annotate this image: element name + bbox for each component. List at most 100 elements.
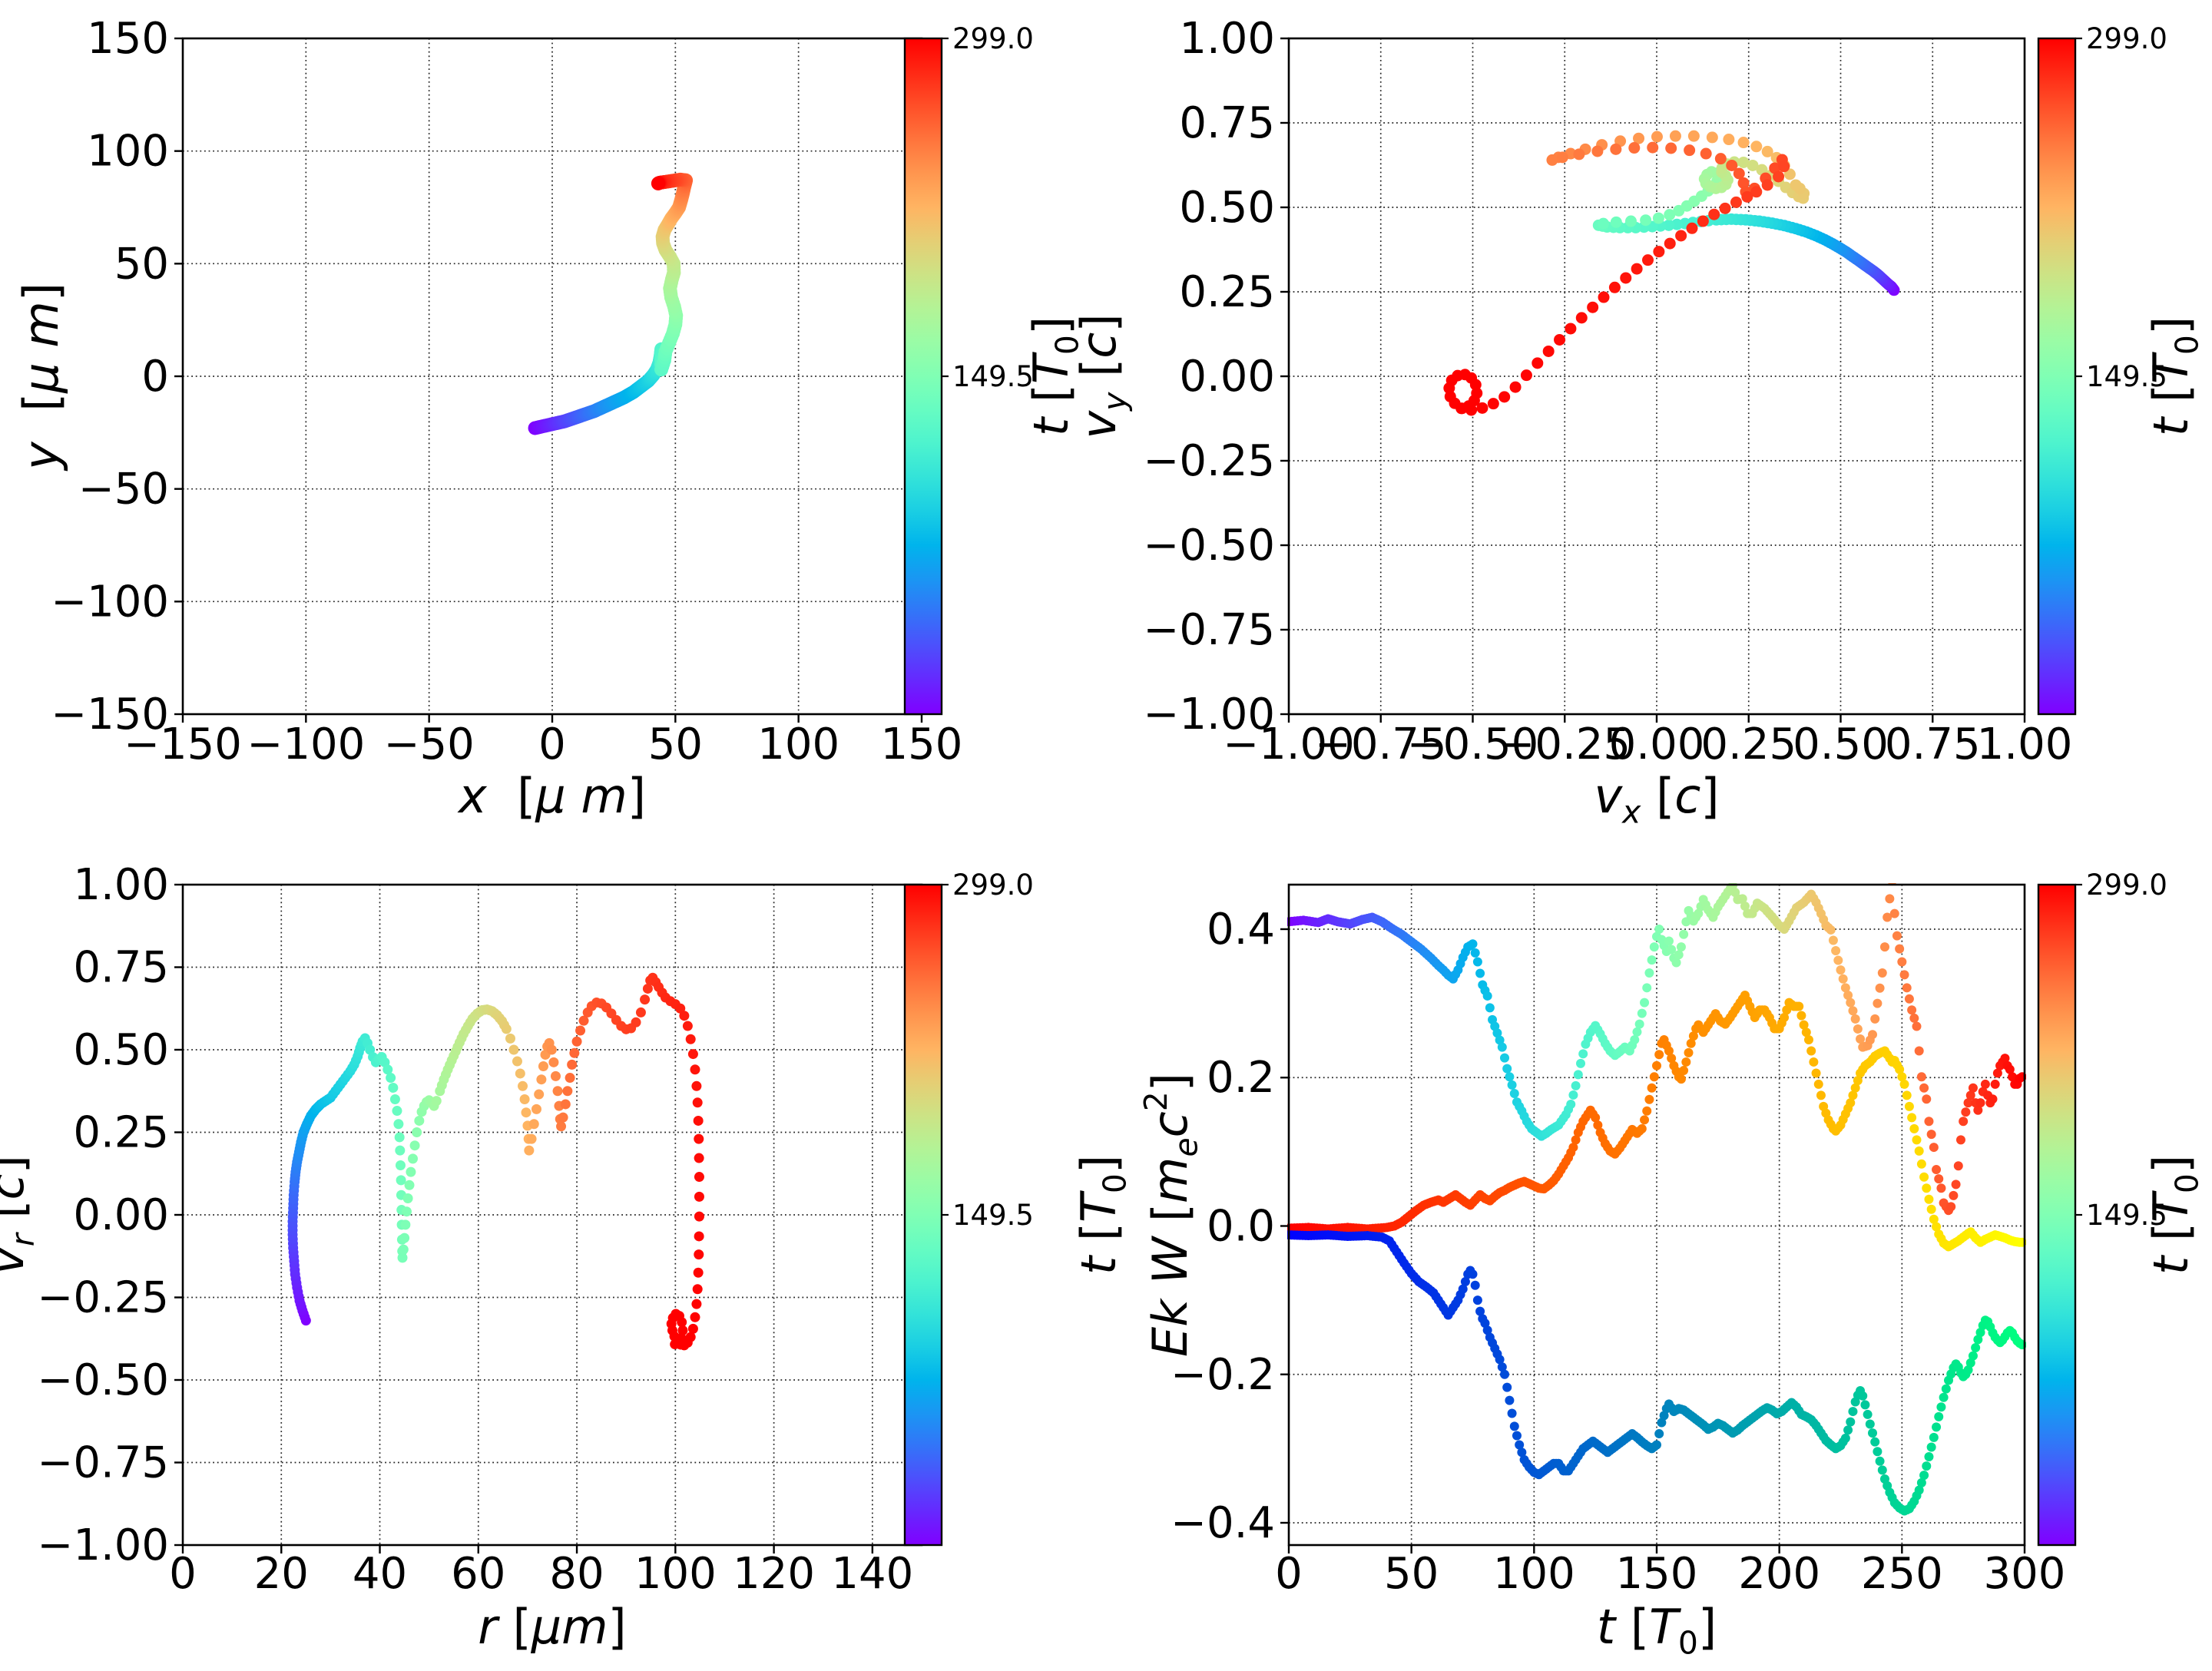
x-axis-ticks: 0 50 100 150 200 250 300: [1275, 1545, 2065, 1599]
y-tick-label: 1.00: [1179, 14, 1275, 64]
x-tick-label: 100: [1493, 1549, 1575, 1599]
y-tick-label: 0.50: [73, 1025, 169, 1075]
series-0-points: [1287, 883, 2026, 1216]
x-tick-label: 0.75: [1885, 720, 1981, 769]
x-tick-label: −0.75: [1315, 720, 1447, 769]
x-tick-label: −0.50: [1407, 720, 1539, 769]
x-tick-label: 0.50: [1793, 720, 1889, 769]
x-tick-label: 150: [881, 720, 963, 769]
y-axis-ticks: 0.4 0.2 0.0 −0.2 −0.4: [1171, 905, 1289, 1548]
x-axis-ticks: −150 −100 −50 0 50 100 150: [124, 714, 962, 769]
y-tick-label: 0.25: [73, 1108, 169, 1158]
colorbar-tick-label: 149.5: [952, 1199, 1034, 1232]
x-tick-label: 1.00: [1977, 720, 2073, 769]
scatter-series: [1443, 130, 1900, 416]
colorbar-tick-label: 149.5: [952, 360, 1034, 393]
y-axis-ticks: 150 100 50 0 −50 −100 −150: [51, 14, 183, 740]
x-tick-label: 20: [254, 1549, 309, 1599]
y-tick-label: −0.2: [1171, 1350, 1275, 1400]
y-tick-label: −150: [51, 690, 169, 740]
colorbar-tick-label: 299.0: [952, 22, 1034, 55]
y-tick-label: 50: [114, 239, 169, 289]
colorbar-tick-label: 299.0: [2086, 869, 2167, 902]
y-tick-label: 0.00: [73, 1190, 169, 1240]
y-tick-label: 0: [141, 352, 169, 402]
x-axis-label: x [μ m]: [457, 768, 646, 824]
y-tick-label: 0.75: [73, 943, 169, 993]
x-tick-label: 60: [451, 1549, 505, 1599]
x-axis-label: t [T0]: [1597, 1599, 1717, 1662]
x-tick-label: −1.00: [1223, 720, 1355, 769]
colorbar-tick-label: 299.0: [952, 869, 1034, 902]
colorbar-gradient: [905, 885, 942, 1545]
y-tick-label: 100: [87, 127, 169, 177]
x-tick-label: −50: [384, 720, 475, 769]
y-tick-label: −0.75: [37, 1438, 169, 1488]
panel-velocity-xy: −1.00−0.75−0.50−0.250.000.250.500.751.00…: [1071, 14, 2206, 831]
y-tick-label: −0.25: [1143, 436, 1275, 486]
colorbar-tick-label: 149.5: [2086, 1199, 2167, 1232]
y-tick-label: −0.50: [1143, 521, 1275, 571]
x-tick-label: 40: [353, 1549, 407, 1599]
x-tick-label: 200: [1738, 1549, 1820, 1599]
series-0-points: [287, 972, 704, 1351]
y-axis-label: Ek W [mec2]: [1137, 1073, 1205, 1357]
y-tick-label: 0.75: [1179, 98, 1275, 148]
y-tick-label: −1.00: [37, 1520, 169, 1570]
y-tick-label: 0.0: [1207, 1201, 1275, 1251]
x-tick-label: 120: [733, 1549, 815, 1599]
x-axis-ticks: −1.00−0.75−0.50−0.250.000.250.500.751.00: [1223, 714, 2072, 769]
y-axis-ticks: 1.00 0.75 0.50 0.25 0.00 −0.25 −0.50 −0.75 −1.00: [37, 860, 183, 1570]
y-tick-label: −0.4: [1171, 1498, 1275, 1548]
scatter-series: [287, 972, 704, 1351]
y-tick-label: −100: [51, 577, 169, 627]
x-tick-label: −150: [124, 720, 242, 769]
x-tick-label: 0: [1275, 1549, 1303, 1599]
x-tick-label: 140: [831, 1549, 913, 1599]
colorbar-tick-label: 299.0: [2086, 22, 2167, 55]
y-axis-label: y [μ m]: [13, 283, 69, 472]
grid-lines: [183, 885, 922, 1545]
y-tick-label: −0.25: [37, 1273, 169, 1323]
y-axis-ticks: 1.00 0.75 0.50 0.25 0.00 −0.25 −0.50 −0.75 −1.00: [1143, 14, 1289, 740]
colorbar-label: t [T0]: [1023, 316, 1086, 436]
grid-lines: [183, 38, 922, 714]
x-tick-label: −0.25: [1498, 720, 1631, 769]
y-axis-label: vy [c]: [1071, 313, 1134, 438]
x-axis-ticks: 0 20 40 60 80 100 120 140: [169, 1545, 913, 1599]
y-tick-label: 0.00: [1179, 352, 1275, 402]
x-tick-label: 50: [648, 720, 703, 769]
x-tick-label: 0.00: [1609, 720, 1705, 769]
series-1-points: [1287, 990, 2026, 1252]
y-tick-label: −1.00: [1143, 690, 1275, 740]
y-axis-label: vr [c]: [0, 1155, 41, 1275]
panel-radial-velocity: 0 20 40 60 80 100 120 140 1.00 0.75 0.50 0.25 0.00 −0…: [0, 860, 1134, 1655]
x-tick-label: 300: [1984, 1549, 2066, 1599]
colorbar-gradient: [2038, 885, 2075, 1545]
y-tick-label: 0.2: [1207, 1053, 1275, 1103]
colorbar: 299.0 149.5 t [T0]: [903, 869, 1134, 1547]
x-tick-label: 100: [634, 1549, 717, 1599]
y-tick-label: 0.50: [1179, 183, 1275, 233]
colorbar-label: t [T0]: [2143, 1155, 2206, 1275]
colorbar-tick-label: 149.5: [2086, 360, 2167, 393]
series-2-points: [1287, 1230, 2026, 1516]
x-tick-label: 80: [549, 1549, 604, 1599]
colorbar-label: t [T0]: [2143, 316, 2206, 436]
series-0-points: [1443, 130, 1900, 416]
x-axis-label: r [μm]: [478, 1599, 626, 1655]
colorbar-gradient: [2038, 38, 2075, 714]
y-tick-label: −0.75: [1143, 605, 1275, 655]
y-tick-label: 150: [87, 14, 169, 64]
panel-position-xy: −150 −100 −50 0 50 100 150150100500−50−100−150…: [13, 14, 1086, 824]
y-tick-label: −0.50: [37, 1355, 169, 1405]
x-axis-label: vx [c]: [1594, 768, 1719, 831]
x-tick-label: 0.25: [1700, 720, 1796, 769]
y-tick-label: 1.00: [73, 860, 169, 910]
colorbar-gradient: [905, 38, 942, 714]
x-tick-label: 0: [538, 720, 566, 769]
panel-energy-work-time: 0 50 100 150 200 250 300 0.4 0.2 0.0 −0.2 −0.4 t [T0…: [1137, 869, 2206, 1662]
scatter-series: [1287, 883, 2026, 1516]
